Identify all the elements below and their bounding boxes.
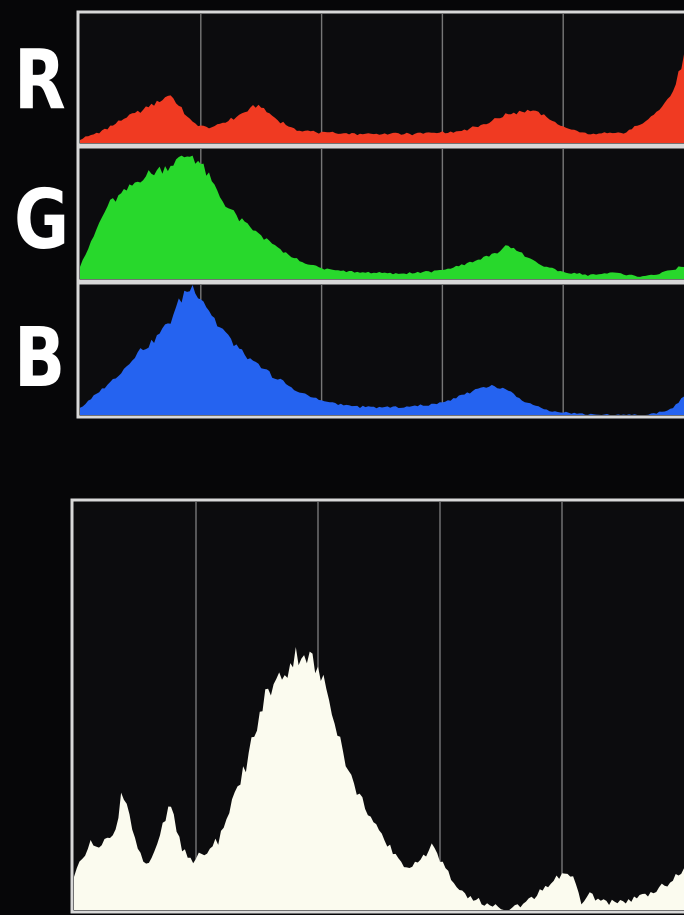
green-panel-frame <box>76 145 684 283</box>
red-panel-frame <box>76 10 684 147</box>
red-histogram-area <box>80 54 684 144</box>
luminance-histogram-area <box>74 647 684 910</box>
luminance-panel-frame <box>70 498 684 914</box>
blue-panel-frame <box>76 281 684 419</box>
blue-channel-label: B <box>14 311 66 406</box>
green-histogram-area <box>80 155 684 279</box>
blue-histogram-area <box>80 285 684 415</box>
red-channel-label: R <box>14 33 66 128</box>
